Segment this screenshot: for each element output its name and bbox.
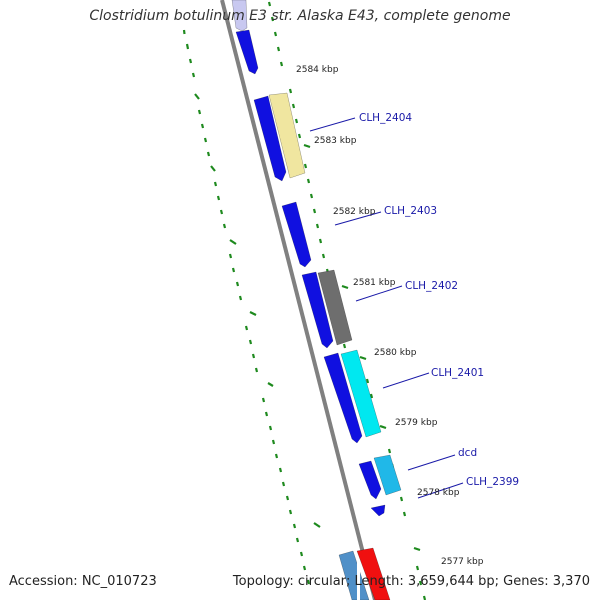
accession-text: Accession: NC_010723 — [9, 574, 157, 589]
gene-cds-forward — [253, 95, 287, 182]
gene-cds-forward — [281, 201, 312, 268]
gene-top-pale — [231, 0, 248, 32]
gene-label: CLH_2402 — [405, 280, 458, 292]
tick-label: 2583 kbp — [314, 136, 357, 146]
map-title: Clostridium botulinum E3 str. Alaska E43… — [89, 8, 511, 24]
gene-labels: CLH_2404 CLH_2403 CLH_2402 CLH_2401 dcd … — [359, 112, 519, 488]
gene-label-lines — [309, 117, 464, 499]
gene-features — [231, 0, 402, 600]
gene-clh-2404 — [268, 92, 306, 179]
gene-cds-forward — [358, 460, 382, 500]
tick-label: 2584 kbp — [296, 65, 339, 75]
gene-clh-2401 — [340, 349, 382, 438]
gene-label: CLH_2404 — [359, 112, 412, 124]
summary-text: Topology: circular; Length: 3,659,644 bp… — [232, 574, 590, 589]
gene-cds-forward — [370, 504, 386, 517]
gene-cds-forward — [235, 29, 259, 75]
scale-ticks: 2584 kbp 2583 kbp 2582 kbp 2581 kbp 2580… — [296, 65, 484, 567]
gene-cds-forward — [323, 352, 363, 444]
gene-cds-forward — [301, 271, 334, 349]
genome-backbone — [220, 0, 377, 600]
tick-label: 2581 kbp — [353, 278, 396, 288]
tick-label: 2578 kbp — [417, 488, 460, 498]
gene-clh-2402 — [317, 269, 353, 346]
tick-label: 2580 kbp — [374, 348, 417, 358]
gc-track-outer — [182, 29, 321, 585]
tick-label: 2577 kbp — [441, 557, 484, 567]
gene-label: CLH_2399 — [466, 476, 519, 488]
gene-label: dcd — [458, 447, 477, 459]
gene-label: CLH_2401 — [431, 367, 484, 379]
gene-red-bottom — [356, 547, 391, 600]
gene-white-stripe — [357, 560, 360, 600]
tick-label: 2579 kbp — [395, 418, 438, 428]
gc-track-inner — [267, 1, 427, 600]
gene-label: CLH_2403 — [384, 205, 437, 217]
gene-blue-bottom — [338, 550, 370, 600]
gene-dcd — [373, 454, 402, 496]
tick-label: 2582 kbp — [333, 207, 376, 217]
